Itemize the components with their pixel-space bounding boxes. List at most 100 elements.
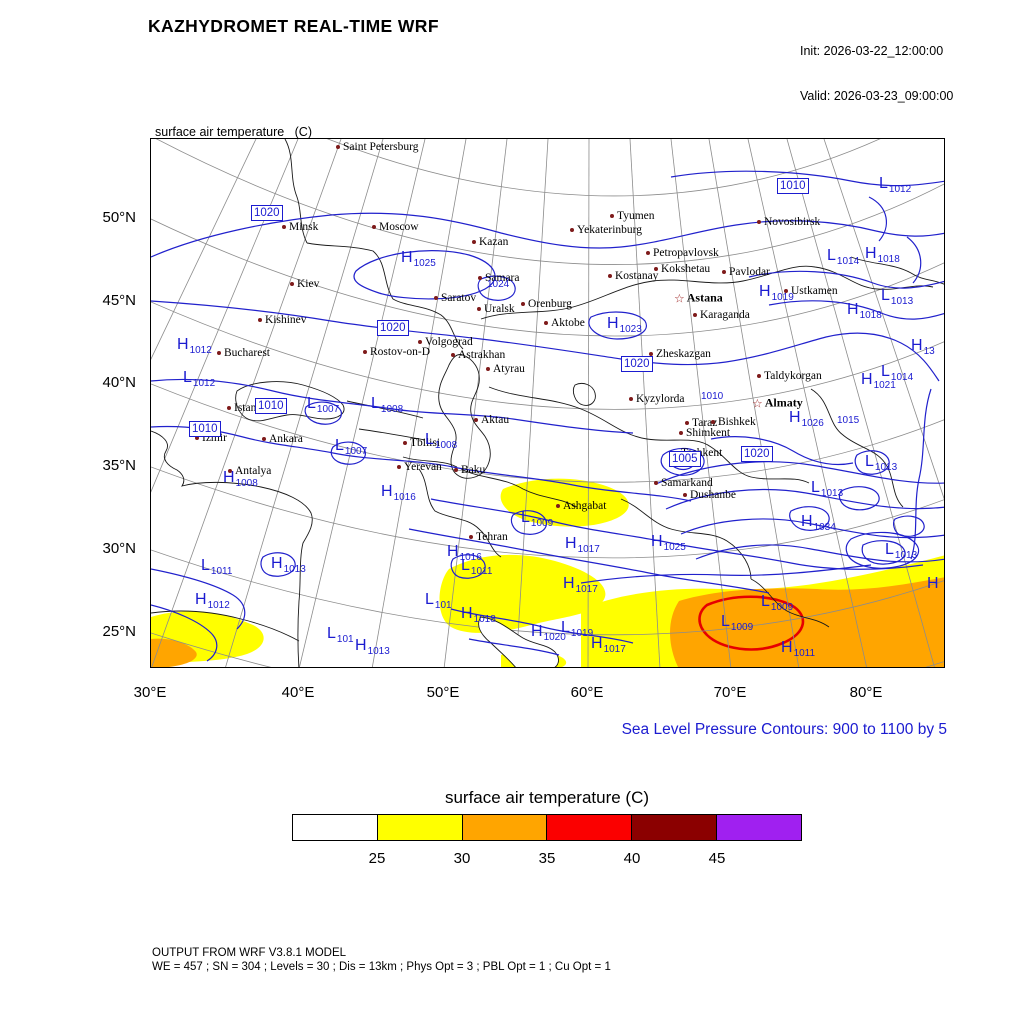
pressure-value: 1013 xyxy=(874,462,898,473)
colorbar-tick-label: 35 xyxy=(538,850,556,867)
y-tick-label: 50°N xyxy=(102,209,136,226)
pressure-letter: L xyxy=(335,437,344,454)
pressure-low-label: L1007 xyxy=(307,395,339,415)
footer: OUTPUT FROM WRF V3.8.1 MODEL WE = 457 ; … xyxy=(152,946,611,974)
city-marker: Kishinev xyxy=(258,314,307,326)
city-label: Kokshetau xyxy=(661,263,711,275)
pressure-value: 101 xyxy=(434,600,452,611)
city-label: Samara xyxy=(485,272,520,284)
pressure-letter: L xyxy=(307,395,316,412)
city-label: Almaty xyxy=(764,395,803,410)
city-marker: Kiev xyxy=(290,278,319,290)
city-marker: Antalya xyxy=(228,465,271,477)
pressure-letter: L xyxy=(461,557,470,574)
city-marker: Orenburg xyxy=(521,298,572,310)
pressure-value: 1011 xyxy=(210,566,233,577)
city-marker: Volgograd xyxy=(418,336,473,348)
pressure-value: 1011 xyxy=(793,648,816,659)
pressure-value: 1023 xyxy=(619,324,642,335)
pressure-low-label: L1008 xyxy=(371,395,403,415)
pressure-value: 1012 xyxy=(888,184,912,195)
colorbar-tick-row: 25 30 35 40 45 xyxy=(292,850,802,870)
city-label: Rostov-on-D xyxy=(370,346,431,358)
map-frame: Saint Petersburg Minsk Moscow Kazan Tyumen Ye… xyxy=(150,138,945,668)
colorbar-segment xyxy=(377,815,463,840)
pressure-value: 1019 xyxy=(771,292,794,303)
pressure-value: 1018 xyxy=(473,614,496,625)
city-label: Taldykorgan xyxy=(764,370,822,382)
city-dot-icon xyxy=(556,504,560,508)
pressure-letter: L xyxy=(761,593,770,610)
pressure-high-label: H1021 xyxy=(861,371,896,391)
city-marker: Zheskazgan xyxy=(649,348,711,360)
contour-inline-label: 1010 xyxy=(255,398,287,414)
pressure-letter: H xyxy=(177,336,189,353)
city-marker: Kazan xyxy=(472,236,508,248)
city-dot-icon xyxy=(403,441,407,445)
city-label: Novosibirsk xyxy=(764,216,821,228)
capital-star-icon: ☆ xyxy=(674,291,685,305)
y-tick-label: 35°N xyxy=(102,457,136,474)
capital-star-icon: ☆ xyxy=(752,396,763,410)
city-marker: Kokshetau xyxy=(654,263,710,275)
map-caption: Sea Level Pressure Contours: 900 to 1100… xyxy=(621,721,947,738)
run-timestamps: Init: 2026-03-22_12:00:00 Valid: 2026-03… xyxy=(800,14,953,119)
city-dot-icon xyxy=(608,274,612,278)
city-dot-icon xyxy=(474,418,478,422)
pressure-letter: L xyxy=(425,431,434,448)
pressure-value: 1014 xyxy=(836,256,860,267)
pressure-high-label: H1018 xyxy=(847,301,882,321)
pressure-high-label: H13 xyxy=(911,337,935,357)
pressure-letter: H xyxy=(381,483,393,500)
pressure-value-label: 1010 xyxy=(701,391,724,402)
pressure-letter: L xyxy=(881,287,890,304)
pressure-high-label: H1026 xyxy=(789,409,824,429)
pressure-value: 1011 xyxy=(470,566,493,577)
colorbar-tick-label: 30 xyxy=(453,850,471,867)
city-marker: Baku xyxy=(454,464,485,476)
city-marker: Saratov xyxy=(434,292,476,304)
pressure-value: 1018 xyxy=(877,254,900,265)
pressure-letter: L xyxy=(811,479,820,496)
contour-inline-label: 1010 xyxy=(189,421,221,437)
x-tick-label: 70°E xyxy=(713,684,747,701)
city-dot-icon xyxy=(649,352,653,356)
city-dot-icon xyxy=(784,289,788,293)
city-marker: Uralsk xyxy=(477,303,515,315)
city-dot-icon xyxy=(217,351,221,355)
pressure-value: 1019 xyxy=(570,628,594,639)
pressure-high-label: H1020 xyxy=(531,623,566,643)
city-label: Kishinev xyxy=(265,314,307,326)
pressure-low-label: L101 xyxy=(425,591,452,611)
city-label: Zheskazgan xyxy=(656,348,711,360)
pressure-letter: H xyxy=(447,543,459,560)
colorbar-segment xyxy=(717,815,801,840)
city-dot-icon xyxy=(654,481,658,485)
valid-timestamp: Valid: 2026-03-23_09:00:00 xyxy=(800,89,954,103)
city-marker: Petropavlovsk xyxy=(646,247,719,259)
x-tick-label: 40°E xyxy=(281,684,315,701)
pressure-value: 1026 xyxy=(801,418,824,429)
city-label: Kazan xyxy=(479,236,509,248)
pressure-letter: H xyxy=(223,469,235,486)
city-dot-icon xyxy=(418,340,422,344)
city-label: Karaganda xyxy=(700,309,750,321)
city-marker: Samarkand xyxy=(654,477,713,489)
city-marker: Rostov-on-D xyxy=(363,346,430,358)
pressure-low-label: L101 xyxy=(327,625,354,645)
pressure-low-label: L1011 xyxy=(461,557,493,577)
city-label: Ankara xyxy=(269,433,303,445)
city-dot-icon xyxy=(683,493,687,497)
pressure-letter: L xyxy=(885,541,894,558)
coastline-border-layer xyxy=(151,139,944,667)
pressure-contour-layer xyxy=(151,170,944,662)
y-tick-label: 45°N xyxy=(102,292,136,309)
pressure-letter: L xyxy=(865,453,874,470)
pressure-value: 1013 xyxy=(283,564,306,575)
pressure-value: 101 xyxy=(336,634,354,645)
city-marker: Karaganda xyxy=(693,309,750,321)
pressure-high-label: H1013 xyxy=(271,555,306,575)
pressure-letter: H xyxy=(563,575,575,592)
pressure-letter: L xyxy=(521,509,530,526)
city-dot-icon xyxy=(685,421,689,425)
